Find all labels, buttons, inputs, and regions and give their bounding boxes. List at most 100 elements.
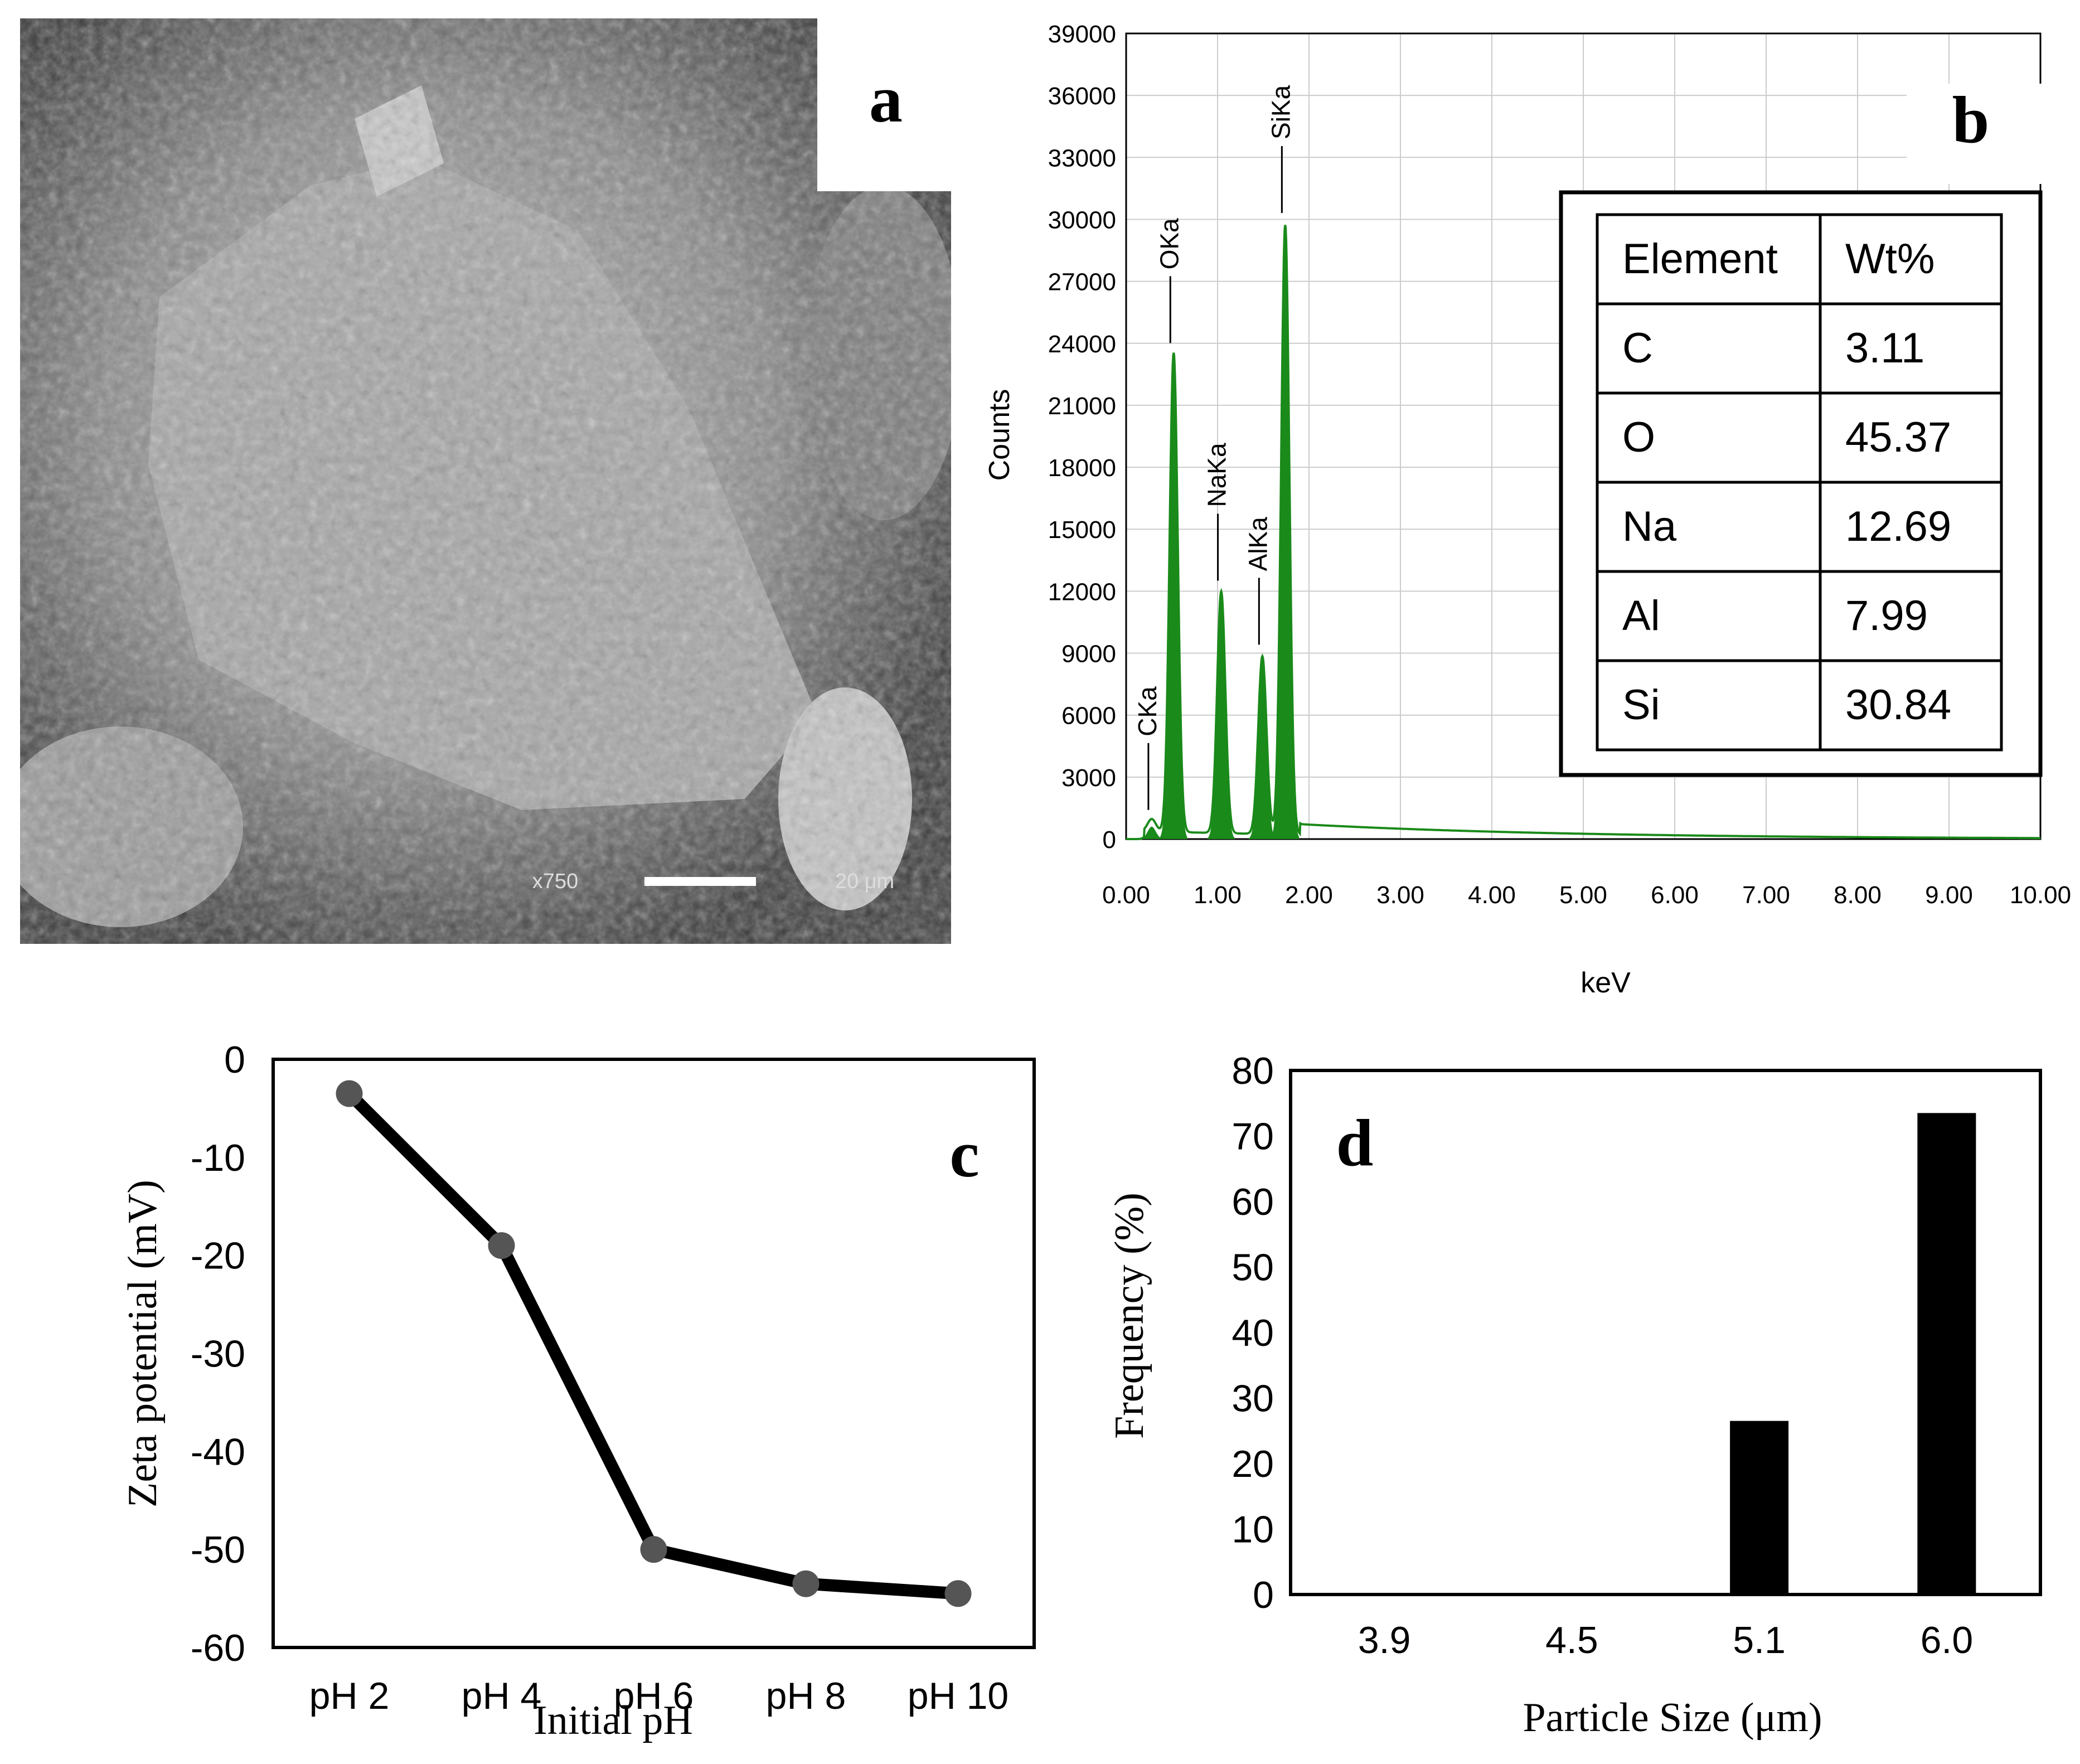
eds-spectrum-line bbox=[1126, 225, 2040, 840]
magnification-label: x750 bbox=[532, 870, 578, 893]
particle-x-tick-label: 4.5 bbox=[1545, 1619, 1598, 1661]
eds-y-tick-label: 39000 bbox=[1048, 21, 1116, 48]
particle-y-tick-label: 40 bbox=[1231, 1312, 1274, 1354]
eds-y-tick-label: 3000 bbox=[1061, 764, 1116, 792]
table-cell-element: Na bbox=[1622, 503, 1677, 550]
eds-peak-cka bbox=[1138, 826, 1166, 839]
eds-y-tick-label: 30000 bbox=[1048, 206, 1116, 234]
eds-peak-label: OKa bbox=[1155, 218, 1184, 269]
label-box bbox=[817, 18, 951, 191]
zeta-y-tick-label: 0 bbox=[224, 1039, 245, 1081]
table-cell-element: Si bbox=[1622, 681, 1660, 729]
zeta-panel: 0 -10 -20 -30 -40 -50 -60 pH 2 pH 4 pH 6 pH 8 pH 1… bbox=[100, 1026, 1048, 1761]
eds-x-tick-label: 8.00 bbox=[1834, 881, 1882, 909]
eds-y-tick-label: 15000 bbox=[1048, 516, 1116, 544]
zeta-y-axis-label: Zeta potential (mV) bbox=[120, 1180, 166, 1508]
eds-y-tick-label: 9000 bbox=[1061, 641, 1116, 668]
table-cell-wt: 7.99 bbox=[1845, 592, 1928, 639]
particle-y-axis-label: Frequency (%) bbox=[1107, 1193, 1152, 1439]
sem-micrograph: a x750 20 μm bbox=[20, 18, 951, 944]
table-cell-wt: 30.84 bbox=[1845, 681, 1951, 729]
particle-y-tick-label: 60 bbox=[1231, 1181, 1274, 1223]
eds-y-tick-label: 24000 bbox=[1048, 331, 1116, 358]
zeta-x-tick-label: pH 10 bbox=[908, 1675, 1009, 1717]
panel-a-letter: a bbox=[869, 62, 903, 136]
zeta-chart: 0 -10 -20 -30 -40 -50 -60 pH 2 pH 4 pH 6 pH 8 pH 1… bbox=[120, 1039, 1036, 1743]
zeta-y-tick-label: -50 bbox=[191, 1529, 245, 1571]
particle-y-tick-label: 30 bbox=[1231, 1378, 1274, 1420]
table-cell-wt: 3.11 bbox=[1845, 324, 1924, 372]
letter-box bbox=[1293, 1073, 1427, 1201]
eds-y-tick-label: 33000 bbox=[1048, 144, 1116, 172]
table-row bbox=[1596, 659, 2003, 752]
eds-y-tick-label: 18000 bbox=[1048, 454, 1116, 482]
particle-bar bbox=[1917, 1113, 1976, 1595]
eds-peak-sika bbox=[1271, 230, 1299, 839]
particle-x-tick-label: 5.1 bbox=[1733, 1619, 1786, 1661]
zeta-y-tick-label: -60 bbox=[191, 1627, 245, 1669]
particle-y-tick-label: 10 bbox=[1231, 1509, 1274, 1551]
particle-y-tick-label: 50 bbox=[1231, 1247, 1274, 1289]
zeta-data-point bbox=[792, 1570, 820, 1597]
table-cell-element: C bbox=[1622, 324, 1653, 372]
table-cell-wt: 12.69 bbox=[1845, 503, 1951, 550]
zeta-series-line bbox=[345, 1089, 959, 1600]
eds-peak-alka bbox=[1248, 661, 1276, 839]
zeta-x-axis-label: Initial pH bbox=[534, 1698, 693, 1743]
eds-peak-naka bbox=[1207, 597, 1235, 839]
zeta-plot-frame bbox=[271, 1058, 1036, 1649]
eds-y-tick-label: 21000 bbox=[1048, 392, 1116, 420]
eds-y-tick-label: 6000 bbox=[1061, 702, 1116, 730]
eds-x-tick-label: 2.00 bbox=[1285, 881, 1333, 909]
eds-chart: 0 3000 6000 9000 12000 15000 18000 21000 24000 27… bbox=[983, 21, 2080, 999]
zeta-data-point bbox=[944, 1580, 972, 1607]
particle-x-axis-label: Particle Size (μm) bbox=[1523, 1695, 1822, 1741]
zeta-y-tick-label: -40 bbox=[191, 1431, 245, 1473]
eds-x-tick-label: 3.00 bbox=[1376, 881, 1424, 909]
zeta-x-tick-label: pH 4 bbox=[462, 1675, 542, 1717]
particle-size-chart: 0 10 20 30 40 50 60 70 80 3.9 4.5 5.1 6.0 d Frequen… bbox=[1107, 1050, 2042, 1741]
eds-peak-label: SiKa bbox=[1266, 85, 1295, 139]
particle-x-tick-label: 6.0 bbox=[1921, 1619, 1974, 1661]
particle-y-tick-label: 80 bbox=[1231, 1050, 1274, 1092]
particle-x-tick-label: 3.9 bbox=[1358, 1619, 1411, 1661]
panel-b-letter: b bbox=[1952, 83, 1990, 157]
zeta-data-point bbox=[488, 1232, 515, 1259]
zeta-x-tick-label: pH 2 bbox=[309, 1675, 390, 1717]
eds-x-tick-label: 7.00 bbox=[1742, 881, 1790, 909]
eds-x-tick-label: 0.00 bbox=[1102, 881, 1150, 909]
eds-x-tick-label: 10.00 bbox=[2010, 881, 2071, 909]
eds-y-tick-label: 27000 bbox=[1048, 269, 1116, 296]
scale-label: 20 μm bbox=[835, 870, 894, 893]
eds-x-axis-label: keV bbox=[1580, 967, 1631, 999]
table-cell-element: O bbox=[1622, 414, 1655, 461]
particle-y-tick-label: 20 bbox=[1231, 1443, 1274, 1485]
eds-panel: 0 3000 6000 9000 12000 15000 18000 21000 24000 27… bbox=[981, 0, 2080, 1020]
zeta-x-tick-label: pH 6 bbox=[614, 1675, 694, 1717]
table-cell-element: Element bbox=[1622, 235, 1778, 283]
sem-image: a x750 20 μm bbox=[20, 18, 951, 944]
eds-x-tick-label: 1.00 bbox=[1194, 881, 1242, 909]
particle-plot-frame bbox=[1289, 1069, 2042, 1596]
eds-x-tick-label: 9.00 bbox=[1925, 881, 1973, 909]
zeta-data-point bbox=[336, 1080, 363, 1107]
zeta-y-tick-label: -30 bbox=[191, 1333, 245, 1375]
eds-peak-label: NaKa bbox=[1203, 443, 1231, 507]
scale-bar bbox=[644, 877, 756, 886]
eds-y-tick-label: 36000 bbox=[1048, 83, 1116, 110]
eds-y-tick-label: 0 bbox=[1103, 826, 1116, 854]
particle-size-panel: 0 10 20 30 40 50 60 70 80 3.9 4.5 5.1 6.0 d Frequen… bbox=[1093, 1026, 2080, 1761]
letter-box bbox=[1907, 84, 2080, 184]
eds-x-tick-label: 4.00 bbox=[1468, 881, 1516, 909]
eds-peak-label: AlKa bbox=[1243, 517, 1272, 571]
zeta-data-point bbox=[640, 1536, 667, 1563]
panel-d-letter: d bbox=[1336, 1106, 1374, 1180]
panel-c-letter: c bbox=[949, 1117, 979, 1191]
eds-peak-label: CKa bbox=[1133, 686, 1162, 736]
table-cell-wt: Wt% bbox=[1845, 235, 1934, 283]
eds-x-tick-label: 5.00 bbox=[1559, 881, 1607, 909]
eds-y-axis-label: Counts bbox=[983, 389, 1016, 481]
particle-y-tick-label: 0 bbox=[1253, 1574, 1274, 1616]
table-cell-wt: 45.37 bbox=[1845, 414, 1951, 461]
table-cell-element: Al bbox=[1622, 592, 1660, 639]
